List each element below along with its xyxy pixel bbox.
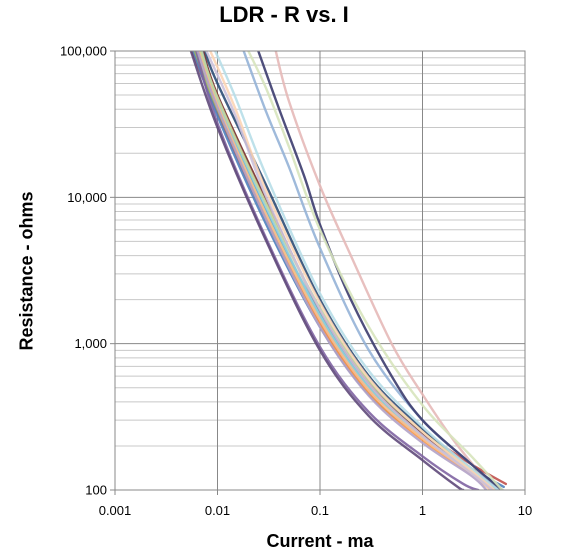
y-tick-labels: 100 1,000 10,000 100,000 bbox=[60, 44, 115, 498]
series-line-9 bbox=[189, 51, 465, 490]
series-line-16 bbox=[257, 51, 504, 490]
x-tick-label: 0.1 bbox=[311, 503, 329, 518]
y-tick-label: 10,000 bbox=[67, 190, 107, 205]
series-line-19 bbox=[209, 51, 496, 490]
x-axis-title: Current - ma bbox=[266, 531, 374, 551]
series-line-17 bbox=[247, 51, 504, 490]
series-line-20 bbox=[205, 51, 494, 490]
series-line-13 bbox=[196, 51, 488, 490]
chart-title: LDR - R vs. I bbox=[219, 2, 349, 27]
y-tick-label: 100 bbox=[85, 483, 107, 498]
x-tick-label: 0.001 bbox=[99, 503, 132, 518]
x-tick-label: 0.01 bbox=[205, 503, 230, 518]
x-tick-labels: 0.001 0.01 0.1 1 10 bbox=[99, 490, 532, 518]
y-tick-label: 1,000 bbox=[74, 336, 107, 351]
x-tick-label: 1 bbox=[419, 503, 426, 518]
series-line-4 bbox=[195, 51, 480, 490]
series-layer bbox=[189, 51, 508, 490]
x-tick-label: 10 bbox=[518, 503, 532, 518]
series-line-18 bbox=[214, 51, 499, 490]
major-grid bbox=[115, 51, 525, 490]
y-tick-label: 100,000 bbox=[60, 44, 107, 59]
